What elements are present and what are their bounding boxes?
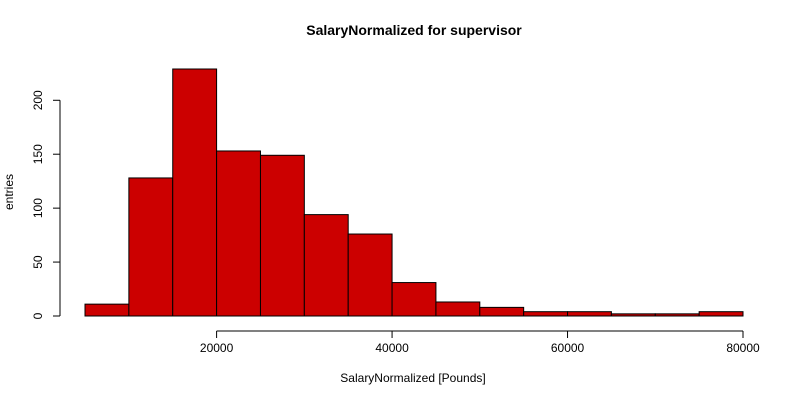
histogram-bar	[435, 301, 481, 317]
bars-group	[84, 68, 744, 317]
x-tick-label: 80000	[726, 341, 760, 355]
y-axis-label: entries	[2, 174, 16, 210]
histogram-bar	[303, 214, 349, 317]
y-tick-label: 100	[31, 198, 45, 218]
y-tick-label: 200	[31, 90, 45, 110]
x-axis: 20000 40000 60000 80000	[200, 330, 760, 355]
histogram-bar	[523, 311, 569, 317]
histogram-bar	[128, 177, 174, 317]
histogram-bar	[654, 313, 700, 317]
x-tick-label: 40000	[375, 341, 409, 355]
histogram-bar	[84, 303, 130, 317]
x-tick-label: 20000	[200, 341, 234, 355]
histogram-bar	[479, 306, 525, 317]
x-axis-label: SalaryNormalized [Pounds]	[340, 371, 485, 385]
histogram-bar	[259, 154, 305, 317]
x-tick-label: 60000	[551, 341, 585, 355]
histogram-bar	[172, 68, 218, 317]
y-axis: 0 50 100 150 200	[31, 90, 61, 319]
histogram-bar	[610, 313, 656, 317]
y-tick-label: 150	[31, 144, 45, 164]
histogram-bar	[391, 282, 437, 317]
y-tick-label: 0	[31, 312, 45, 319]
histogram-bar	[347, 233, 393, 317]
histogram-bar	[698, 311, 744, 317]
histogram-bar	[567, 311, 612, 317]
y-tick-label: 50	[31, 255, 45, 269]
histogram-bar	[216, 150, 261, 317]
chart-title: SalaryNormalized for supervisor	[306, 22, 522, 38]
